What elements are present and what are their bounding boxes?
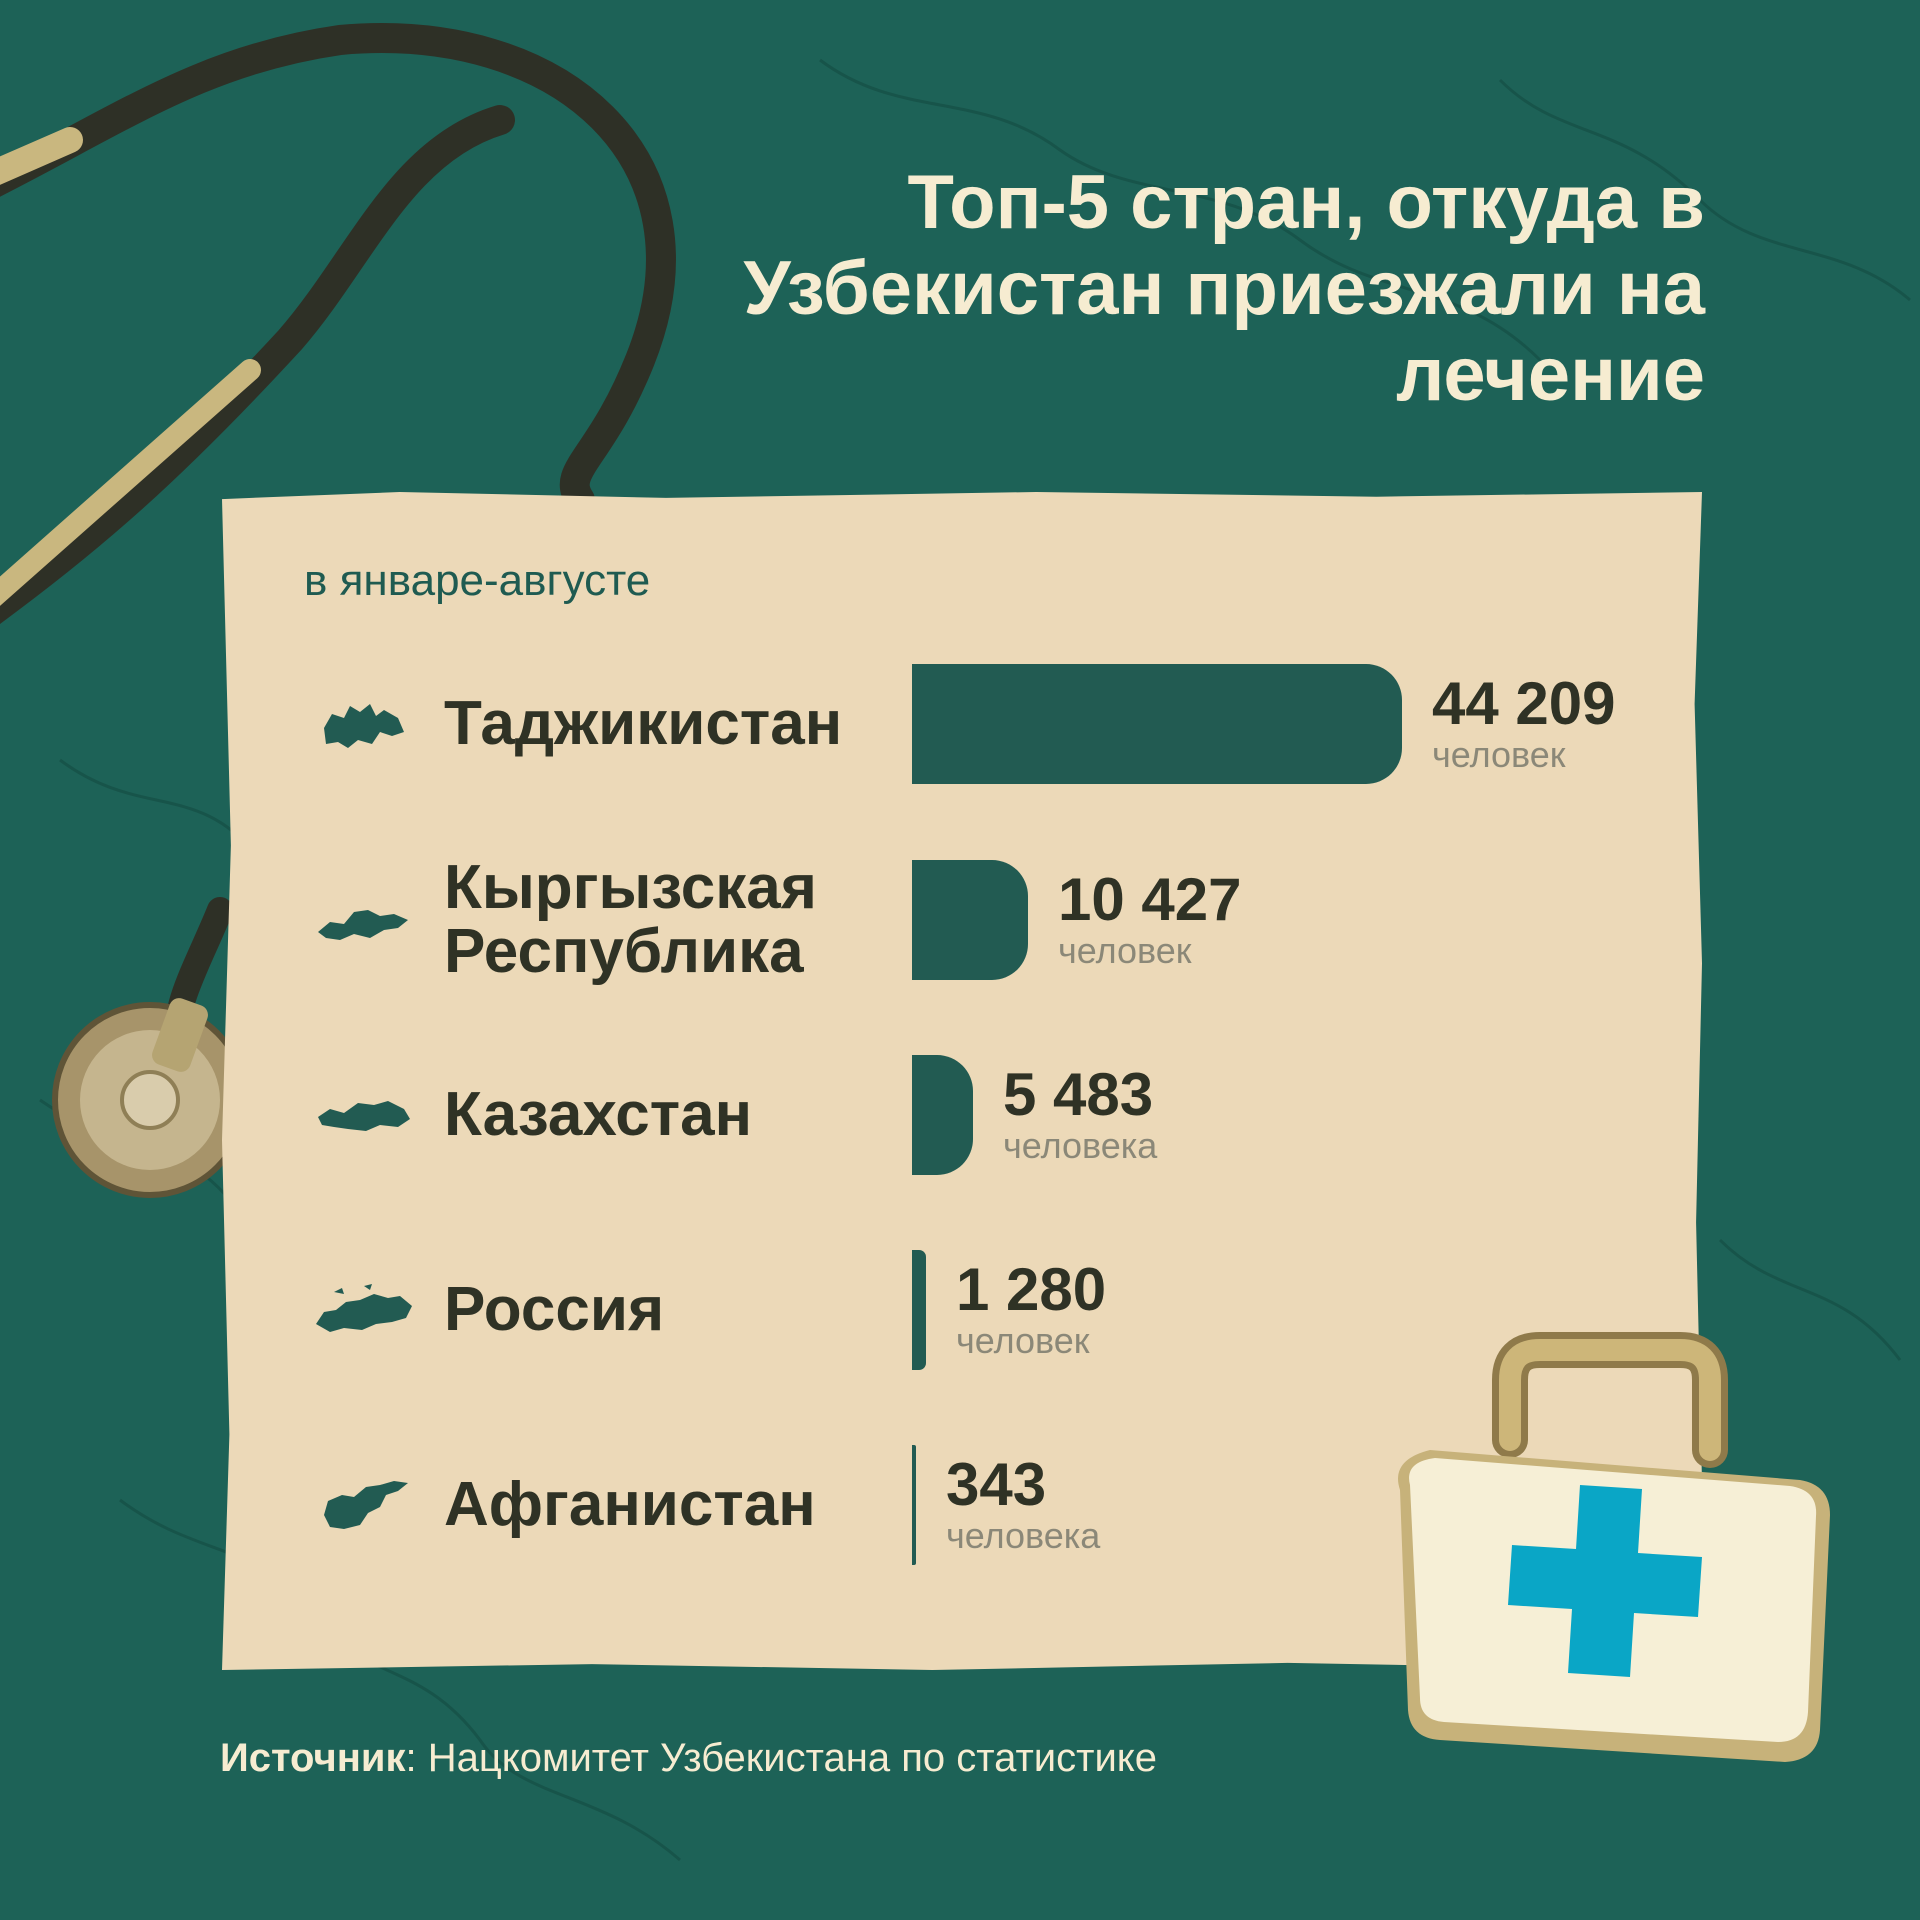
source-note: Источник: Нацкомитет Узбекистана по стат… [220, 1736, 1157, 1781]
bar-russia [912, 1250, 926, 1370]
bar-kyrgyzstan [912, 860, 1028, 980]
stethoscope-illustration [0, 23, 676, 1198]
unit-label: человек [1058, 930, 1192, 971]
country-label: Россия [444, 1275, 665, 1344]
kazakhstan-map-icon [318, 1101, 410, 1131]
unit-label: человека [946, 1515, 1101, 1556]
value-block: 5 483 человека [1003, 1063, 1157, 1165]
tajikistan-map-icon [324, 704, 404, 748]
source-label: Источник [220, 1736, 406, 1780]
afghanistan-map-icon [324, 1481, 408, 1529]
data-label: 5 483 [1003, 1061, 1154, 1128]
data-label: 44 209 [1432, 670, 1616, 737]
source-text: : Нацкомитет Узбекистана по статистике [405, 1736, 1157, 1780]
unit-label: человек [956, 1320, 1090, 1361]
bar-row-afghanistan: Афганистан 343 человека [222, 1445, 1702, 1565]
value-block: 343 человека [946, 1453, 1100, 1555]
bar-row-russia: Россия 1 280 человек [222, 1250, 1702, 1370]
country-label: Казахстан [444, 1080, 753, 1149]
russia-map-icon [316, 1284, 412, 1332]
value-block: 1 280 человек [956, 1258, 1106, 1360]
country-label: Кыргызская Республика [444, 853, 817, 986]
kyrgyzstan-map-icon [318, 910, 408, 940]
data-label: 1 280 [956, 1256, 1107, 1323]
data-label: 343 [946, 1451, 1047, 1518]
country-label: Таджикистан [444, 689, 843, 758]
value-block: 44 209 человек [1432, 672, 1616, 774]
bar-row-kazakhstan: Казахстан 5 483 человека [222, 1055, 1702, 1175]
data-label: 10 427 [1058, 866, 1242, 933]
bar-row-tajikistan: Таджикистан 44 209 человек [222, 664, 1702, 784]
unit-label: человека [1003, 1125, 1158, 1166]
first-aid-kit-illustration [1398, 1332, 1830, 1762]
country-label: Афганистан [444, 1470, 816, 1539]
bar-kazakhstan [912, 1055, 973, 1175]
chart-title: Топ-5 стран, откуда в Узбекистан приезжа… [743, 160, 1705, 417]
chart-subtitle: в январе-августе [304, 556, 651, 605]
bar-afghanistan [912, 1445, 916, 1565]
bar-tajikistan [912, 664, 1402, 784]
value-block: 10 427 человек [1058, 868, 1242, 970]
bar-row-kyrgyzstan: Кыргызская Республика 10 427 человек [222, 853, 1702, 986]
unit-label: человек [1432, 734, 1566, 775]
